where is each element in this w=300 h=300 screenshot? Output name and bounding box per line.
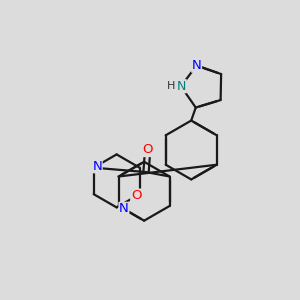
Text: N: N xyxy=(177,80,186,93)
Text: N: N xyxy=(92,160,102,173)
Text: O: O xyxy=(142,143,153,157)
Text: O: O xyxy=(131,189,141,202)
Text: H: H xyxy=(167,81,175,91)
Text: N: N xyxy=(119,202,129,215)
Text: N: N xyxy=(192,59,202,72)
